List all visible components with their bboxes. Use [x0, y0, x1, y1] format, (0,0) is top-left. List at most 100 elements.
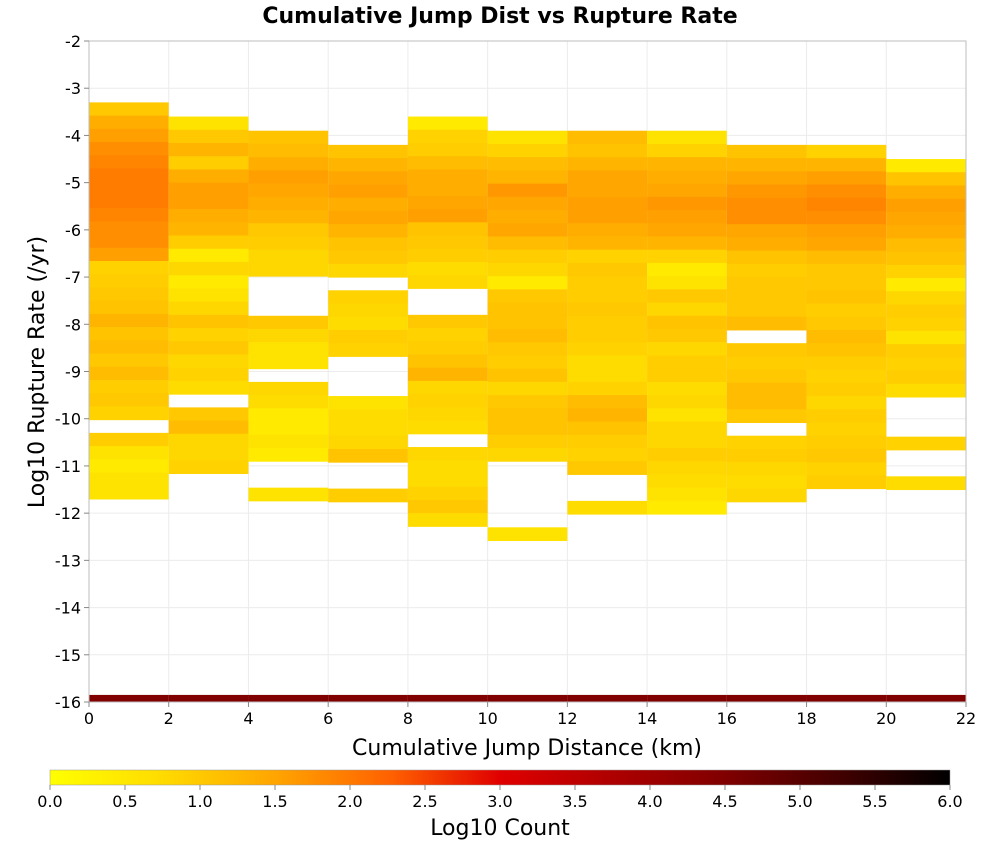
heatmap-cell	[89, 459, 169, 474]
heatmap-cell	[567, 342, 648, 356]
heatmap-cell	[89, 102, 169, 117]
heatmap-cell	[89, 115, 169, 130]
heatmap-cell	[328, 448, 408, 463]
heatmap-cell	[248, 395, 329, 409]
heatmap-cell	[647, 276, 727, 290]
heatmap-cell	[328, 210, 408, 225]
heatmap-cell	[89, 128, 169, 143]
heatmap-cell	[328, 250, 408, 265]
heatmap-cell	[168, 341, 249, 356]
x-tick-label: 8	[403, 709, 413, 728]
heatmap-cell	[168, 460, 249, 474]
heatmap-cell	[89, 327, 169, 341]
y-tick-label: -16	[55, 693, 81, 712]
heatmap-cell	[567, 368, 648, 383]
x-tick-label: 6	[323, 709, 333, 728]
heatmap-cell	[806, 435, 887, 450]
heatmap-cell	[726, 237, 807, 252]
heatmap-cell	[407, 314, 488, 329]
heatmap-cell	[407, 420, 488, 435]
colorbar-tick-label: 5.5	[862, 792, 887, 811]
heatmap-cell	[89, 300, 169, 315]
heatmap-cell	[328, 316, 408, 331]
heatmap-cell	[726, 224, 807, 238]
heatmap-cell	[567, 395, 648, 409]
heatmap-cell	[487, 434, 568, 449]
heatmap-cell	[248, 249, 329, 264]
colorbar-tick-label: 3.0	[487, 792, 512, 811]
heatmap-cell	[487, 276, 568, 290]
heatmap-cell	[806, 224, 887, 238]
heatmap-cell	[89, 432, 169, 447]
heatmap-cell	[168, 354, 249, 369]
heatmap-cell	[806, 409, 887, 423]
heatmap-cell	[487, 289, 568, 304]
heatmap-cell	[487, 143, 568, 158]
heatmap-cell	[248, 262, 329, 277]
heatmap-cell	[806, 197, 887, 212]
heatmap-cell	[806, 396, 887, 410]
heatmap-cell	[567, 302, 648, 317]
heatmap-cell	[248, 157, 329, 171]
colorbar-tick-label: 4.5	[712, 792, 737, 811]
heatmap-cell	[567, 694, 648, 702]
heatmap-cell	[248, 130, 329, 145]
heatmap-cell	[89, 393, 169, 407]
heatmap-cell	[89, 313, 169, 328]
heatmap-cell	[886, 317, 966, 332]
heatmap-cell	[567, 183, 648, 198]
heatmap-cell	[248, 694, 329, 702]
heatmap-cell	[248, 421, 329, 436]
heatmap-cell	[487, 527, 568, 542]
heatmap-cell	[248, 170, 329, 185]
heatmap-cell	[647, 196, 727, 211]
heatmap-cell	[89, 340, 169, 355]
heatmap-cell	[647, 408, 727, 423]
heatmap-cell	[886, 330, 966, 345]
heatmap-cell	[487, 381, 568, 396]
heatmap-cell	[407, 222, 488, 237]
y-tick-label: -10	[55, 410, 81, 429]
y-tick-label: -4	[65, 126, 81, 145]
heatmap-cell	[567, 170, 648, 185]
colorbar-ticks: 0.0 0.5 1.0 1.5 2.0 2.5 3.0 3.5 4.0 4.5 5.0 5.5 6.0	[37, 785, 963, 811]
heatmap-cell	[567, 289, 648, 304]
heatmap-cell	[407, 116, 488, 131]
heatmap-cell	[567, 223, 648, 237]
heatmap-cell	[647, 355, 727, 370]
heatmap-cell	[168, 407, 249, 422]
heatmap-cell	[168, 235, 249, 250]
heatmap-cell	[328, 435, 408, 450]
heatmap-cell	[647, 143, 727, 158]
heatmap-cell	[726, 488, 807, 503]
heatmap-cell	[647, 315, 727, 330]
heatmap-cell	[168, 142, 249, 157]
heatmap-cell	[407, 275, 488, 289]
colorbar-tick-label: 4.0	[637, 792, 662, 811]
heatmap-cell	[168, 116, 249, 131]
x-tick-label: 0	[84, 709, 94, 728]
heatmap-cell	[647, 461, 727, 475]
heatmap-cell	[168, 248, 249, 263]
x-tick-label: 4	[243, 709, 253, 728]
y-tick-label: -9	[65, 363, 81, 382]
heatmap-cell	[407, 486, 488, 501]
heatmap-cell	[726, 343, 807, 357]
heatmap-cell	[407, 380, 488, 395]
heatmap-cell	[647, 262, 727, 277]
heatmap-cell	[407, 473, 488, 488]
heatmap-cell	[407, 447, 488, 461]
heatmap-cell	[487, 342, 568, 356]
heatmap-cell	[886, 172, 966, 186]
heatmap-cell	[407, 328, 488, 342]
y-tick-label: -5	[65, 174, 81, 193]
heatmap-cell	[89, 261, 169, 275]
heatmap-cell	[726, 144, 807, 159]
heatmap-cell	[726, 184, 807, 199]
heatmap-cell	[886, 185, 966, 200]
heatmap-cell	[328, 422, 408, 437]
x-tick-label: 18	[796, 709, 816, 728]
heatmap-cell	[886, 225, 966, 239]
heatmap-cell	[168, 694, 249, 702]
